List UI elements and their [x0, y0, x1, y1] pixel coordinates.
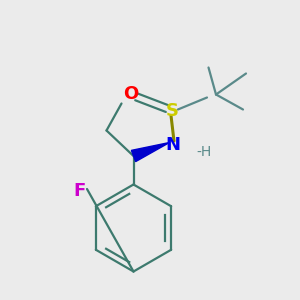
Text: S: S	[166, 102, 179, 120]
Text: F: F	[74, 182, 86, 200]
Text: -H: -H	[196, 145, 212, 158]
Polygon shape	[131, 142, 170, 162]
Text: N: N	[165, 136, 180, 154]
Text: O: O	[123, 85, 138, 103]
